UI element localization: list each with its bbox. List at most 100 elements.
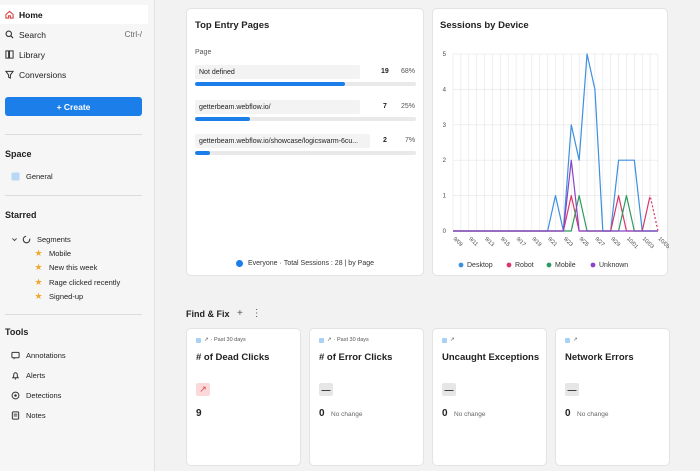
trend-line-icon: ↗ — [450, 337, 455, 343]
tool-annotations[interactable]: Annotations — [11, 351, 66, 360]
trend-flat-icon: — — [442, 383, 456, 396]
nav-search-label: Search — [19, 29, 46, 40]
entry-bar-fill — [195, 117, 251, 121]
top-entry-pages-card: Top Entry Pages Page Not defined 19 68% … — [186, 8, 424, 276]
search-shortcut: Ctrl-/ — [124, 30, 142, 39]
tool-label: Annotations — [26, 351, 66, 360]
nav-home-label: Home — [19, 9, 43, 20]
divider — [5, 314, 142, 315]
starred-item-rage-clicked[interactable]: ★ Rage clicked recently — [34, 277, 120, 288]
home-icon — [5, 10, 14, 19]
tool-label: Notes — [26, 411, 46, 420]
nav-conversions-label: Conversions — [19, 69, 67, 80]
funnel-icon — [5, 70, 14, 79]
square-icon — [319, 337, 324, 343]
x-tick-label: 9/19 — [530, 236, 542, 248]
legend-label-unknown: Unknown — [599, 262, 628, 269]
create-button[interactable]: + Create — [5, 97, 142, 116]
square-icon — [565, 337, 570, 343]
detection-icon — [11, 391, 20, 400]
metric-change: No change — [454, 411, 486, 418]
metric-value: 9 — [196, 408, 202, 419]
series-line-robot — [453, 195, 659, 232]
find-fix-title: Find & Fix — [186, 309, 230, 319]
x-tick-label: 10/03 — [641, 236, 655, 250]
metric-period: ↗ · Past 30 days — [196, 337, 246, 343]
trend-flat-icon: — — [319, 383, 333, 396]
metric-title: # of Error Clicks — [319, 352, 393, 363]
add-icon[interactable]: + — [237, 308, 243, 319]
star-icon: ★ — [34, 262, 43, 272]
x-tick-label: 9/15 — [499, 236, 511, 248]
legend-label-desktop: Desktop — [467, 262, 493, 269]
y-tick-label: 5 — [443, 52, 447, 58]
y-tick-label: 3 — [443, 123, 447, 129]
starred-item-label: Mobile — [49, 249, 72, 258]
metric-card-error-clicks[interactable]: ↗ · Past 30 days # of Error Clicks — 0 No… — [309, 328, 424, 466]
metric-title: # of Dead Clicks — [196, 352, 270, 363]
entry-pct: 68% — [401, 68, 416, 75]
bell-icon — [11, 371, 20, 380]
x-tick-label: 9/13 — [483, 236, 495, 248]
metric-change: No change — [331, 411, 363, 418]
metric-period-label: Past 30 days — [213, 337, 246, 343]
x-tick-label: 9/27 — [594, 236, 606, 248]
nav-search[interactable]: Search Ctrl-/ — [0, 25, 148, 44]
entry-count: 19 — [381, 68, 389, 75]
entry-bar — [195, 117, 416, 121]
nav-conversions[interactable]: Conversions — [0, 65, 148, 84]
metric-value: 0 — [565, 408, 571, 419]
more-vertical-icon[interactable]: ⋮ — [251, 308, 262, 319]
x-tick-label: 9/29 — [609, 236, 621, 248]
segments-group[interactable]: Segments — [11, 235, 71, 244]
folder-icon — [11, 172, 20, 181]
starred-item-mobile[interactable]: ★ Mobile — [34, 249, 72, 259]
metric-period: ↗ — [565, 337, 580, 343]
starred-item-label: New this week — [49, 263, 98, 272]
y-tick-label: 2 — [443, 158, 447, 164]
series-line-unknown — [453, 159, 658, 232]
metric-change: No change — [577, 411, 609, 418]
metric-card-dead-clicks[interactable]: ↗ · Past 30 days # of Dead Clicks ↗ 9 — [186, 328, 301, 466]
metric-period-label: Past 30 days — [336, 337, 369, 343]
tool-detections[interactable]: Detections — [11, 391, 61, 400]
tool-label: Detections — [26, 391, 62, 400]
x-tick-label: 9/11 — [467, 236, 479, 248]
legend-label-mobile: Mobile — [555, 262, 576, 269]
metric-card-network-errors[interactable]: ↗ Network Errors — 0 No change — [555, 328, 670, 466]
x-tick-label: 10/05 — [657, 236, 669, 250]
starred-item-signed-up[interactable]: ★ Signed-up — [34, 291, 83, 302]
nav-library-label: Library — [19, 49, 45, 60]
nav-library[interactable]: Library — [0, 45, 148, 64]
entry-bar — [195, 82, 416, 86]
segments-label: Segments — [37, 235, 71, 244]
space-item-general[interactable]: General — [11, 172, 53, 181]
main-content: Top Entry Pages Page Not defined 19 68% … — [155, 0, 700, 471]
space-item-label: General — [26, 172, 53, 181]
star-icon: ★ — [34, 291, 43, 301]
starred-item-new-this-week[interactable]: ★ New this week — [34, 262, 98, 273]
metric-period: ↗ · Past 30 days — [319, 337, 369, 343]
card-title: Top Entry Pages — [195, 20, 270, 31]
metric-card-uncaught-exceptions[interactable]: ↗ Uncaught Exceptions — 0 No change — [432, 328, 547, 466]
entry-page: getterbeam.webflow.io/showcase/logicswar… — [195, 134, 370, 148]
series-line-desktop — [453, 53, 658, 232]
find-fix-actions: + ⋮ — [237, 308, 262, 319]
y-tick-label: 1 — [443, 194, 447, 200]
space-title: Space — [5, 149, 32, 159]
entry-page: getterbeam.webflow.io/ — [195, 100, 360, 114]
star-icon: ★ — [34, 277, 43, 287]
entry-pct: 25% — [401, 103, 416, 110]
legend-dot-mobile — [546, 262, 552, 268]
x-tick-label: 9/21 — [546, 236, 558, 248]
legend-segment: Everyone — [248, 260, 278, 267]
notes-icon — [11, 411, 20, 420]
trend-flat-icon: — — [565, 383, 579, 396]
tool-notes[interactable]: Notes — [11, 411, 46, 420]
legend-by: | by Page — [344, 260, 374, 267]
entry-bar-fill — [195, 82, 346, 86]
tool-alerts[interactable]: Alerts — [11, 371, 45, 380]
starred-title: Starred — [5, 210, 37, 220]
metric-value: 0 — [442, 408, 448, 419]
nav-home[interactable]: Home — [0, 5, 148, 24]
